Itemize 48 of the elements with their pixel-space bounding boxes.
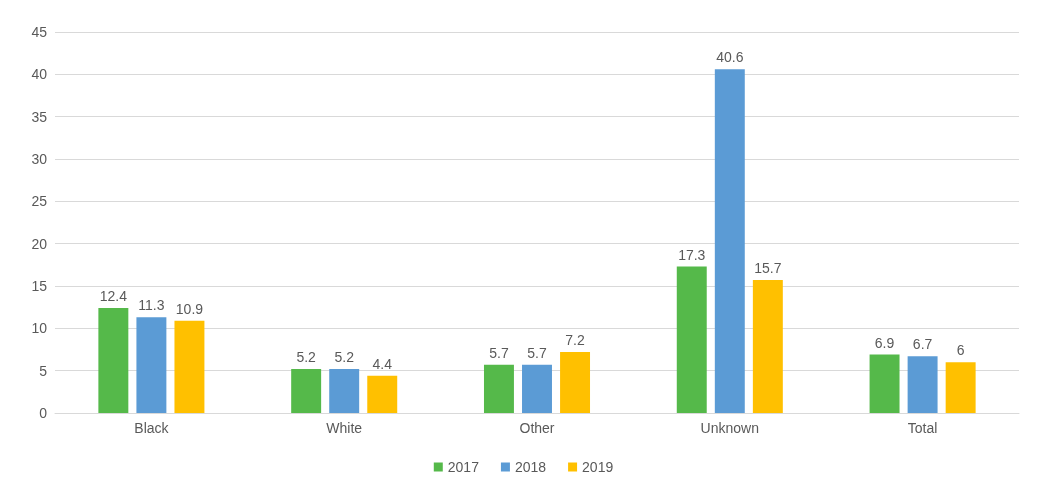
bar [752, 280, 783, 413]
data-label: 6.9 [874, 334, 895, 351]
y-tick-label: 20 [31, 235, 48, 252]
x-tick-label: Black [134, 420, 170, 436]
data-label: 11.3 [138, 297, 165, 314]
y-tick-label: 35 [31, 108, 48, 125]
data-label: 40.6 [716, 49, 744, 66]
y-tick-label: 10 [31, 320, 48, 337]
data-label: 10.9 [175, 300, 204, 317]
bar [174, 320, 205, 413]
bar [329, 368, 360, 413]
bar [291, 368, 322, 413]
data-label: 6 [956, 342, 965, 359]
bar [945, 362, 976, 413]
bar [136, 317, 167, 413]
y-tick-label: 0 [39, 405, 48, 421]
legend-label: 2018 [514, 459, 547, 475]
data-label: 5.7 [489, 344, 509, 361]
x-tick-label: Other [519, 420, 555, 436]
y-tick-label: 30 [31, 151, 48, 167]
y-tick-label: 15 [31, 278, 48, 294]
y-tick-label: 45 [31, 24, 48, 40]
bar [483, 364, 514, 413]
data-label: 5.2 [334, 348, 355, 365]
y-tick-label: 25 [31, 193, 48, 210]
bar [98, 308, 129, 413]
data-label: 5.7 [527, 344, 547, 361]
bar [907, 356, 938, 413]
bar [522, 364, 552, 413]
bar [869, 354, 900, 413]
bar [714, 69, 745, 413]
x-tick-label: White [326, 420, 363, 436]
bar [676, 266, 707, 413]
x-tick-label: Unknown [700, 420, 759, 436]
legend-label: 2017 [447, 459, 480, 475]
bar [560, 352, 591, 413]
data-label: 5.2 [296, 348, 317, 365]
data-label: 15.7 [754, 260, 782, 277]
data-label: 12.4 [99, 288, 128, 305]
bar [367, 375, 398, 413]
data-label: 4.4 [372, 355, 393, 372]
data-label: 17.3 [678, 246, 706, 263]
y-tick-label: 40 [31, 66, 48, 83]
y-tick-label: 5 [39, 362, 48, 379]
data-label: 6.7 [912, 336, 933, 353]
x-tick-label: Total [907, 420, 938, 436]
legend-label: 2019 [582, 459, 614, 475]
data-label: 7.2 [565, 332, 585, 349]
